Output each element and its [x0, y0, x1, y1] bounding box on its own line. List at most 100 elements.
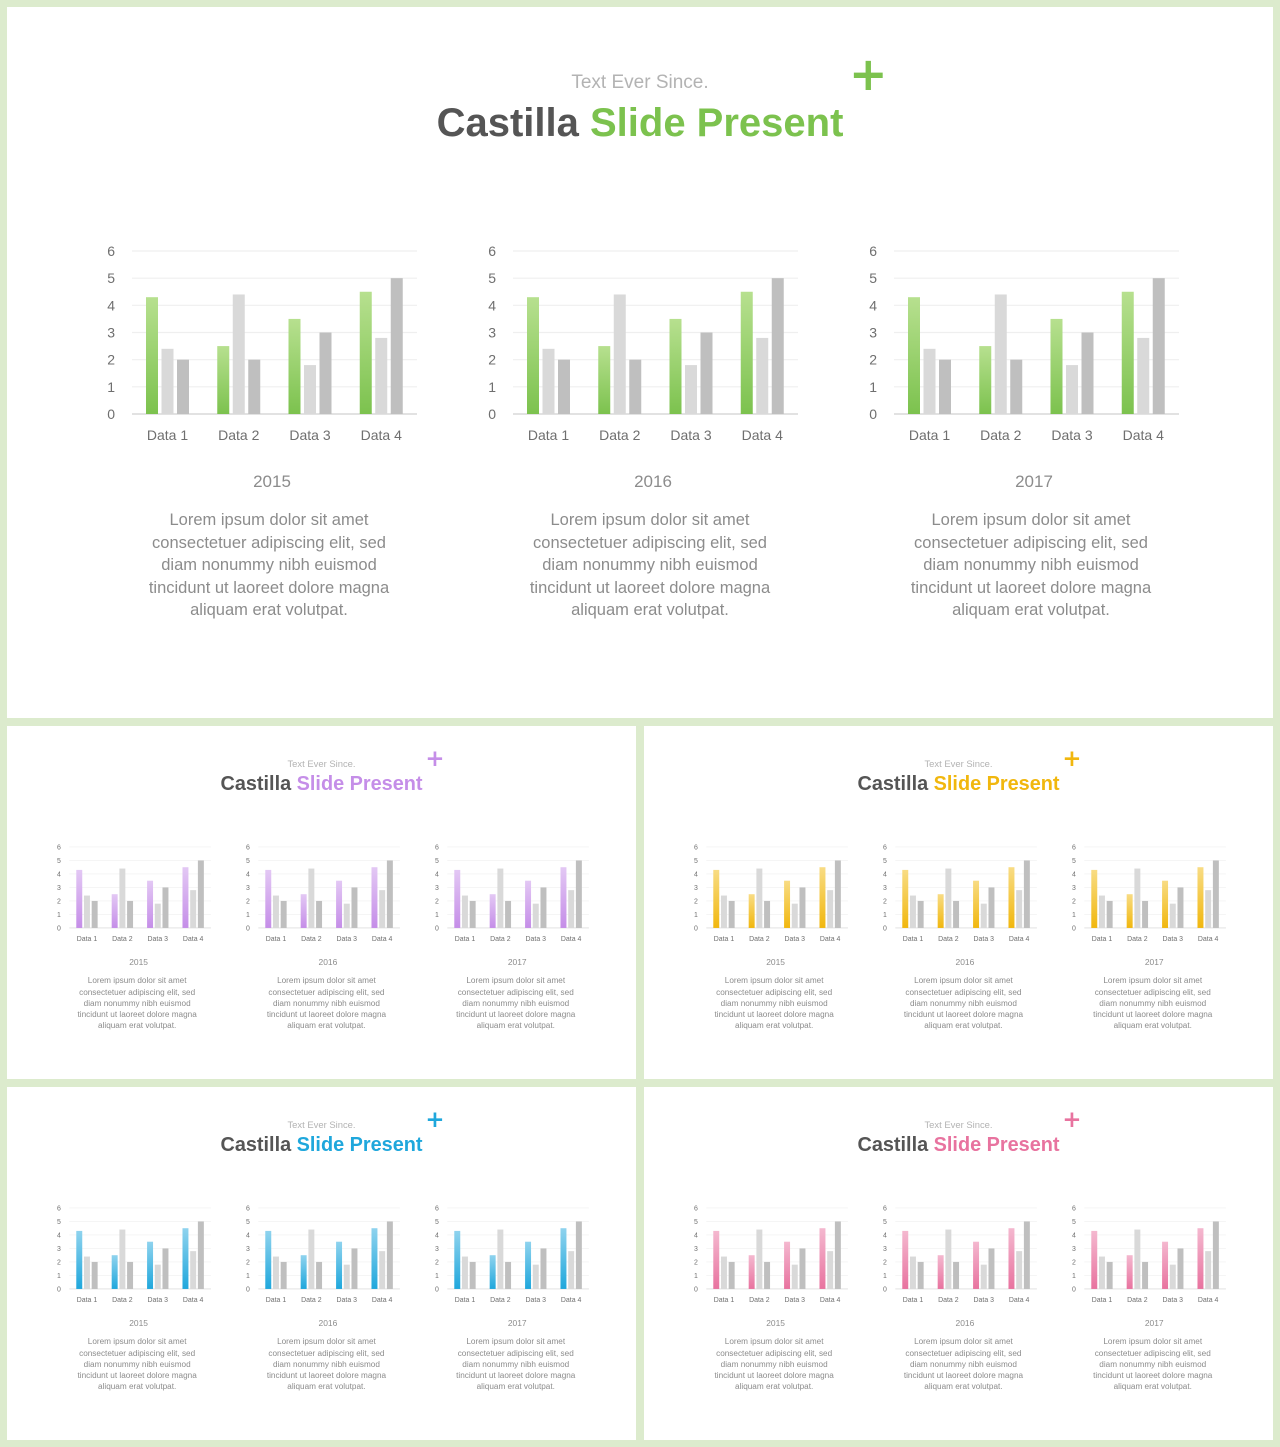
- bar: [902, 1231, 909, 1290]
- bar-chart: 0 1 2 3 4 5 6 Data 1 Data 2 Data 3 Data 4: [246, 845, 400, 943]
- y-tick-label: 4: [1072, 1233, 1076, 1240]
- y-tick-label: 5: [694, 858, 698, 865]
- bar-chart: 0 1 2 3 4 5 6 Data 1 Data 2 Data 3 Data 4: [883, 845, 1037, 943]
- y-tick-label: 1: [1072, 912, 1076, 919]
- slide-blue: + Text Ever Since. Castilla Slide Present 0…: [7, 1087, 636, 1440]
- bar: [351, 887, 358, 929]
- y-tick-label: 5: [246, 1219, 250, 1226]
- bar: [1023, 860, 1030, 929]
- bar-chart: 0 1 2 3 4 5 6 Data 1 Data 2 Data 3 Data 4: [435, 1206, 590, 1304]
- x-tick-label: Data 2: [112, 936, 133, 943]
- bar: [288, 318, 301, 414]
- chart-year-label: 2015: [129, 1318, 149, 1329]
- bar: [300, 1255, 307, 1290]
- x-tick-label: Data 4: [1009, 936, 1030, 943]
- y-tick-label: 0: [107, 406, 115, 422]
- bar: [111, 1255, 118, 1290]
- y-tick-label: 1: [869, 379, 877, 395]
- y-tick-label: 3: [1072, 885, 1076, 892]
- chart-description: Lorem ipsum dolor sit amet consectetuer …: [456, 1337, 576, 1392]
- chart-year-label: 2015: [129, 957, 149, 968]
- bar: [799, 887, 806, 929]
- bar: [162, 887, 169, 929]
- chart-year-label: 2015: [253, 472, 291, 491]
- y-tick-label: 0: [694, 1287, 698, 1294]
- y-tick-label: 2: [246, 899, 250, 906]
- y-tick-label: 3: [883, 1246, 887, 1253]
- bar: [728, 1262, 735, 1290]
- bar-chart: 0 1 2 3 4 5 6 Data 1 Data 2 Data 3 Data 4: [1072, 845, 1227, 943]
- x-tick-label: Data 1: [147, 427, 188, 443]
- slide-title: Castilla Slide Present: [7, 773, 636, 796]
- bar: [1008, 867, 1015, 929]
- bar: [937, 1255, 944, 1290]
- y-tick-label: 2: [883, 899, 887, 906]
- slide-subtitle: Text Ever Since.: [287, 758, 356, 770]
- bar: [119, 1229, 126, 1290]
- y-tick-label: 1: [57, 1273, 61, 1280]
- x-tick-label: Data 3: [1163, 1297, 1184, 1304]
- bar-chart: 0 1 2 3 4 5 6 Data 1 Data 2 Data 3 Data 4: [57, 1206, 211, 1304]
- plus-icon: +: [425, 745, 445, 772]
- y-tick-label: 4: [694, 1233, 698, 1240]
- chart-column-2017: 0 1 2 3 4 5 6 Data 1 Data 2 Data 3 Data 4 2017 Lorem…: [1057, 1202, 1241, 1391]
- y-tick-label: 2: [883, 1260, 887, 1267]
- slide-green: + Text Ever Since. Castilla Slide Present 0…: [7, 7, 1273, 718]
- y-tick-label: 1: [246, 1273, 250, 1280]
- slide-yellow: + Text Ever Since. Castilla Slide Present 0…: [644, 726, 1273, 1079]
- plus-icon: +: [1062, 1106, 1082, 1133]
- bar: [826, 890, 833, 929]
- bar: [988, 887, 995, 929]
- chart-column-2015: 0 1 2 3 4 5 6 Data 1 Data 2 Data 3 Data 4 2015 Lorem…: [42, 841, 226, 1030]
- y-tick-label: 5: [435, 858, 439, 865]
- y-tick-label: 1: [694, 912, 698, 919]
- bar: [161, 348, 174, 414]
- slide-subtitle: Text Ever Since.: [924, 1119, 993, 1131]
- y-tick-label: 4: [246, 872, 250, 879]
- y-tick-label: 3: [107, 325, 115, 341]
- y-tick-label: 0: [883, 1287, 887, 1294]
- bar: [1010, 359, 1023, 414]
- bar: [146, 880, 153, 929]
- bar: [197, 1221, 204, 1290]
- bar: [1177, 887, 1184, 929]
- chart-year-label: 2015: [766, 1318, 786, 1329]
- plus-icon: +: [1062, 745, 1082, 772]
- chart-year-label: 2016: [634, 472, 672, 491]
- bar: [343, 903, 350, 929]
- x-tick-label: Data 4: [361, 427, 402, 443]
- y-tick-label: 4: [57, 872, 61, 879]
- bar: [819, 1228, 826, 1290]
- bar: [386, 1221, 393, 1290]
- x-tick-label: Data 3: [147, 1297, 168, 1304]
- x-tick-label: Data 1: [714, 1297, 735, 1304]
- chart-column-2016: 0 1 2 3 4 5 6 Data 1 Data 2 Data 3 Data 4 2016 Lorem…: [231, 1202, 415, 1391]
- bar: [819, 867, 826, 929]
- bar: [490, 1255, 497, 1290]
- bar: [525, 1241, 532, 1290]
- y-tick-label: 4: [694, 872, 698, 879]
- bar: [154, 903, 161, 929]
- title-accent: Slide Present: [296, 1133, 423, 1156]
- bar: [669, 318, 682, 414]
- y-tick-label: 1: [57, 912, 61, 919]
- y-tick-label: 6: [883, 845, 887, 852]
- bar-chart: 0 1 2 3 4 5 6 Data 1 Data 2 Data 3 Data 4: [694, 845, 848, 943]
- y-tick-label: 2: [694, 899, 698, 906]
- y-tick-label: 5: [694, 1219, 698, 1226]
- bar: [470, 1262, 477, 1290]
- chart-description: Lorem ipsum dolor sit amet consectetuer …: [456, 976, 576, 1031]
- bar: [834, 1221, 841, 1290]
- y-tick-label: 0: [694, 926, 698, 933]
- y-tick-label: 6: [435, 845, 439, 852]
- y-tick-label: 4: [107, 297, 115, 313]
- bar: [953, 1262, 960, 1290]
- chart-column-2017: 0 1 2 3 4 5 6 Data 1 Data 2 Data 3 Data 4 2017 Lorem…: [420, 1202, 604, 1391]
- y-tick-label: 5: [435, 1219, 439, 1226]
- x-tick-label: Data 1: [1092, 1297, 1113, 1304]
- bar: [217, 346, 230, 414]
- y-tick-label: 5: [883, 858, 887, 865]
- bar: [371, 867, 378, 929]
- bar: [1127, 894, 1134, 929]
- y-tick-label: 0: [246, 1287, 250, 1294]
